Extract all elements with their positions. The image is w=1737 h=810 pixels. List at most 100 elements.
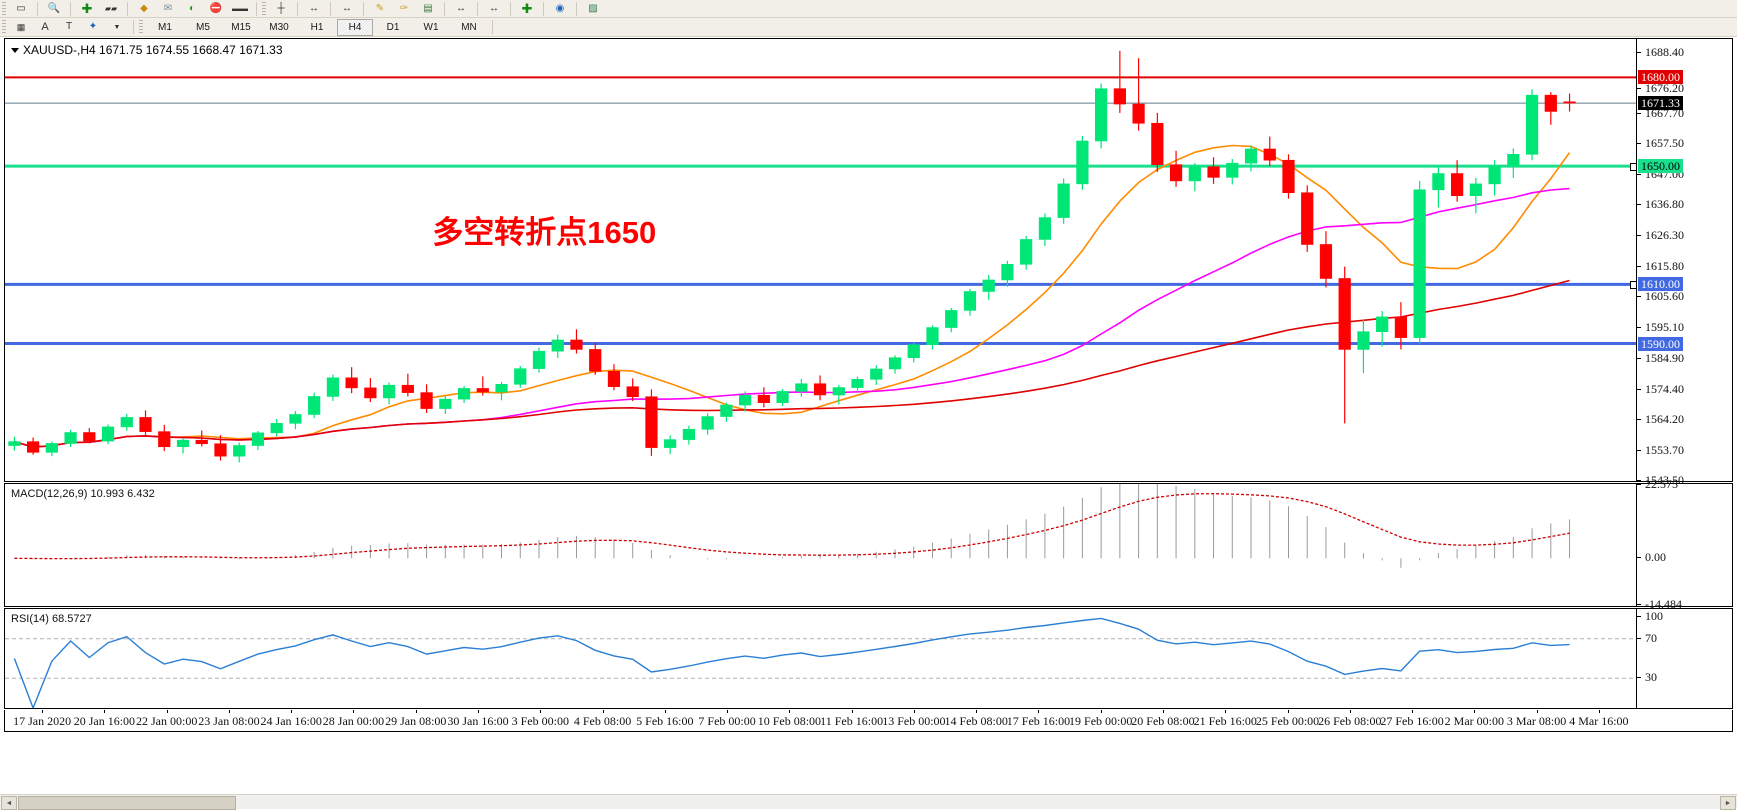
time-tick-label: 7 Feb 00:00 bbox=[698, 714, 756, 728]
level-handle-1610-00[interactable] bbox=[1630, 281, 1636, 290]
refresh-icon[interactable]: ◐ bbox=[188, 2, 196, 14]
scroll-right-arrow-icon[interactable]: ► bbox=[1720, 796, 1736, 810]
time-tick-label: 25 Feb 00:00 bbox=[1255, 714, 1320, 728]
time-tick-mark bbox=[1100, 710, 1102, 713]
timeframe-d1[interactable]: D1 bbox=[386, 21, 400, 33]
time-tick-label: 20 Jan 16:00 bbox=[73, 714, 136, 728]
time-tick-mark bbox=[353, 710, 355, 713]
text-tool-icon[interactable]: A bbox=[41, 20, 49, 33]
level-handle-1650-00[interactable] bbox=[1630, 163, 1636, 172]
time-tick-mark bbox=[913, 710, 915, 713]
time-tick-mark bbox=[540, 710, 542, 713]
grid-toggle-icon[interactable]: ▦ bbox=[16, 21, 26, 32]
timeframe-m15[interactable]: M15 bbox=[231, 21, 251, 33]
rsi-pane[interactable]: 100 70 30 RSI(14) 68.5727 bbox=[4, 608, 1733, 709]
main-toolbar: ▭ 🔍 ✚ ▰▰ ◆ ✉ ◐ ⛔ ▬▬ ┼ ↔ ↔ ✎ ✑ ▤ ↔ ↔ ✚ ◉ … bbox=[0, 0, 1737, 18]
indicators-add-icon[interactable]: ✚ bbox=[521, 1, 533, 16]
pencil-icon[interactable]: ✎ bbox=[375, 2, 385, 14]
price-tag-1650-00[interactable]: 1650.00 bbox=[1638, 159, 1683, 174]
time-tick-label: 10 Feb 08:00 bbox=[757, 714, 822, 728]
shapes-tool-icon[interactable]: ✦ bbox=[88, 21, 98, 32]
macd-axis: 22.575 0.00 -14.484 bbox=[1636, 477, 1732, 611]
time-tick-label: 19 Feb 00:00 bbox=[1069, 714, 1133, 728]
time-tick-mark bbox=[478, 710, 480, 713]
toolbar-separator bbox=[127, 1, 128, 16]
timeframe-h1[interactable]: H1 bbox=[310, 21, 324, 33]
fibonacci-icon[interactable]: ↔ bbox=[489, 2, 499, 14]
timeframe-m30[interactable]: M30 bbox=[269, 21, 289, 33]
price-pane[interactable]: 多空转折点1650 1688.40 1676.20 1667.70 1657.50 16… bbox=[4, 38, 1733, 487]
shapes-dropdown-icon[interactable]: ▼ bbox=[113, 23, 121, 31]
time-axis[interactable]: 17 Jan 2020 20 Jan 16:00 22 Jan 00:00 23 Ja… bbox=[4, 710, 1733, 732]
price-tag-1671-33[interactable]: 1671.33 bbox=[1638, 96, 1683, 111]
price-tag-1610-00[interactable]: 1610.00 bbox=[1638, 277, 1683, 292]
price-axis[interactable]: 1688.40 1676.20 1667.70 1657.50 1647.00 1636.… bbox=[1636, 39, 1732, 487]
toolbar-separator bbox=[70, 1, 71, 16]
equidistant-channel-icon[interactable]: ↔ bbox=[456, 2, 466, 14]
toolbar-separator bbox=[363, 1, 364, 16]
templates-icon[interactable]: ▨ bbox=[588, 2, 598, 14]
text-label-icon[interactable]: ▤ bbox=[423, 2, 433, 14]
stop-icon[interactable]: ⛔ bbox=[209, 2, 223, 14]
symbol-ohlc-text: XAUUSD-,H4 1671.75 1674.55 1668.47 1671.… bbox=[23, 43, 283, 57]
time-tick-mark bbox=[104, 710, 106, 713]
time-tick-label: 3 Feb 00:00 bbox=[511, 714, 569, 728]
toolbar-separator bbox=[37, 1, 38, 16]
toolbar-separator bbox=[330, 1, 331, 16]
rsi-plot[interactable] bbox=[5, 609, 1636, 708]
time-tick-mark bbox=[602, 710, 604, 713]
crosshair-icon[interactable]: ┼ bbox=[277, 2, 285, 14]
text-box-tool-icon[interactable]: T bbox=[65, 21, 73, 32]
time-tick-label: 26 Feb 08:00 bbox=[1318, 714, 1382, 728]
timeframe-m1[interactable]: M1 bbox=[158, 21, 172, 33]
time-tick-label: 3 Mar 08:00 bbox=[1506, 714, 1567, 728]
expert-advisors-icon[interactable]: ◆ bbox=[140, 2, 148, 14]
new-chart-icon[interactable]: ▭ bbox=[16, 2, 26, 14]
time-tick-mark bbox=[1474, 710, 1476, 713]
time-tick-mark bbox=[1536, 710, 1538, 713]
price-tag-1590-00[interactable]: 1590.00 bbox=[1638, 336, 1683, 351]
trendline-icon[interactable]: ↔ bbox=[342, 2, 352, 14]
time-tick-mark bbox=[291, 710, 293, 713]
periods-icon[interactable]: ▬▬ bbox=[232, 3, 248, 13]
scroll-left-arrow-icon[interactable]: ◄ bbox=[1, 796, 17, 810]
time-tick-mark bbox=[1225, 710, 1227, 713]
time-tick-mark bbox=[851, 710, 853, 713]
zoom-find-icon[interactable]: 🔍 bbox=[47, 2, 61, 14]
time-tick-label: 28 Jan 00:00 bbox=[322, 714, 385, 728]
highlighter-icon[interactable]: ✑ bbox=[399, 2, 409, 14]
toolbar-separator bbox=[543, 1, 544, 16]
price-tag-1680-00[interactable]: 1680.00 bbox=[1638, 70, 1683, 85]
symbol-quote-line: XAUUSD-,H4 1671.75 1674.55 1668.47 1671.… bbox=[11, 43, 283, 57]
time-tick-mark bbox=[1287, 710, 1289, 713]
timeframe-h4[interactable]: H4 bbox=[337, 18, 373, 36]
toolbar-grip[interactable] bbox=[2, 20, 6, 34]
timeframe-grip[interactable] bbox=[139, 20, 143, 34]
autotrading-icon[interactable]: ▰▰ bbox=[104, 3, 118, 13]
time-tick-label: 21 Feb 16:00 bbox=[1193, 714, 1257, 728]
toolbar-separator bbox=[297, 1, 298, 16]
chart-annotation-text: 多空转折点1650 bbox=[432, 214, 657, 250]
cursor-icon[interactable]: ↔ bbox=[309, 2, 319, 14]
new-order-icon[interactable]: ✚ bbox=[81, 1, 93, 16]
horizontal-scrollbar[interactable]: ◄ ► bbox=[0, 794, 1737, 810]
toolbar-grip[interactable] bbox=[2, 1, 6, 16]
macd-plot[interactable] bbox=[5, 484, 1636, 606]
time-tick-mark bbox=[1162, 710, 1164, 713]
time-tick-label: 11 Feb 16:00 bbox=[820, 714, 884, 728]
chart-area: 多空转折点1650 1688.40 1676.20 1667.70 1657.50 16… bbox=[0, 37, 1737, 810]
mailbox-icon[interactable]: ✉ bbox=[163, 2, 173, 14]
macd-pane[interactable]: 22.575 0.00 -14.484 MACD(12,26,9) 10.993 6… bbox=[4, 477, 1733, 611]
price-plot[interactable]: 多空转折点1650 bbox=[5, 39, 1636, 481]
timeframe-mn[interactable]: MN bbox=[461, 21, 477, 33]
scroll-thumb[interactable] bbox=[18, 796, 236, 810]
chart-menu-caret-icon[interactable] bbox=[11, 48, 19, 54]
toolbar-separator bbox=[444, 1, 445, 16]
toolbar-grip[interactable] bbox=[262, 1, 266, 16]
timeframe-m5[interactable]: M5 bbox=[196, 21, 210, 33]
time-tick-label: 5 Feb 16:00 bbox=[636, 714, 694, 728]
timeframe-w1[interactable]: W1 bbox=[423, 21, 439, 33]
navigator-icon[interactable]: ◉ bbox=[555, 2, 565, 14]
time-tick-label: 14 Feb 08:00 bbox=[944, 714, 1008, 728]
